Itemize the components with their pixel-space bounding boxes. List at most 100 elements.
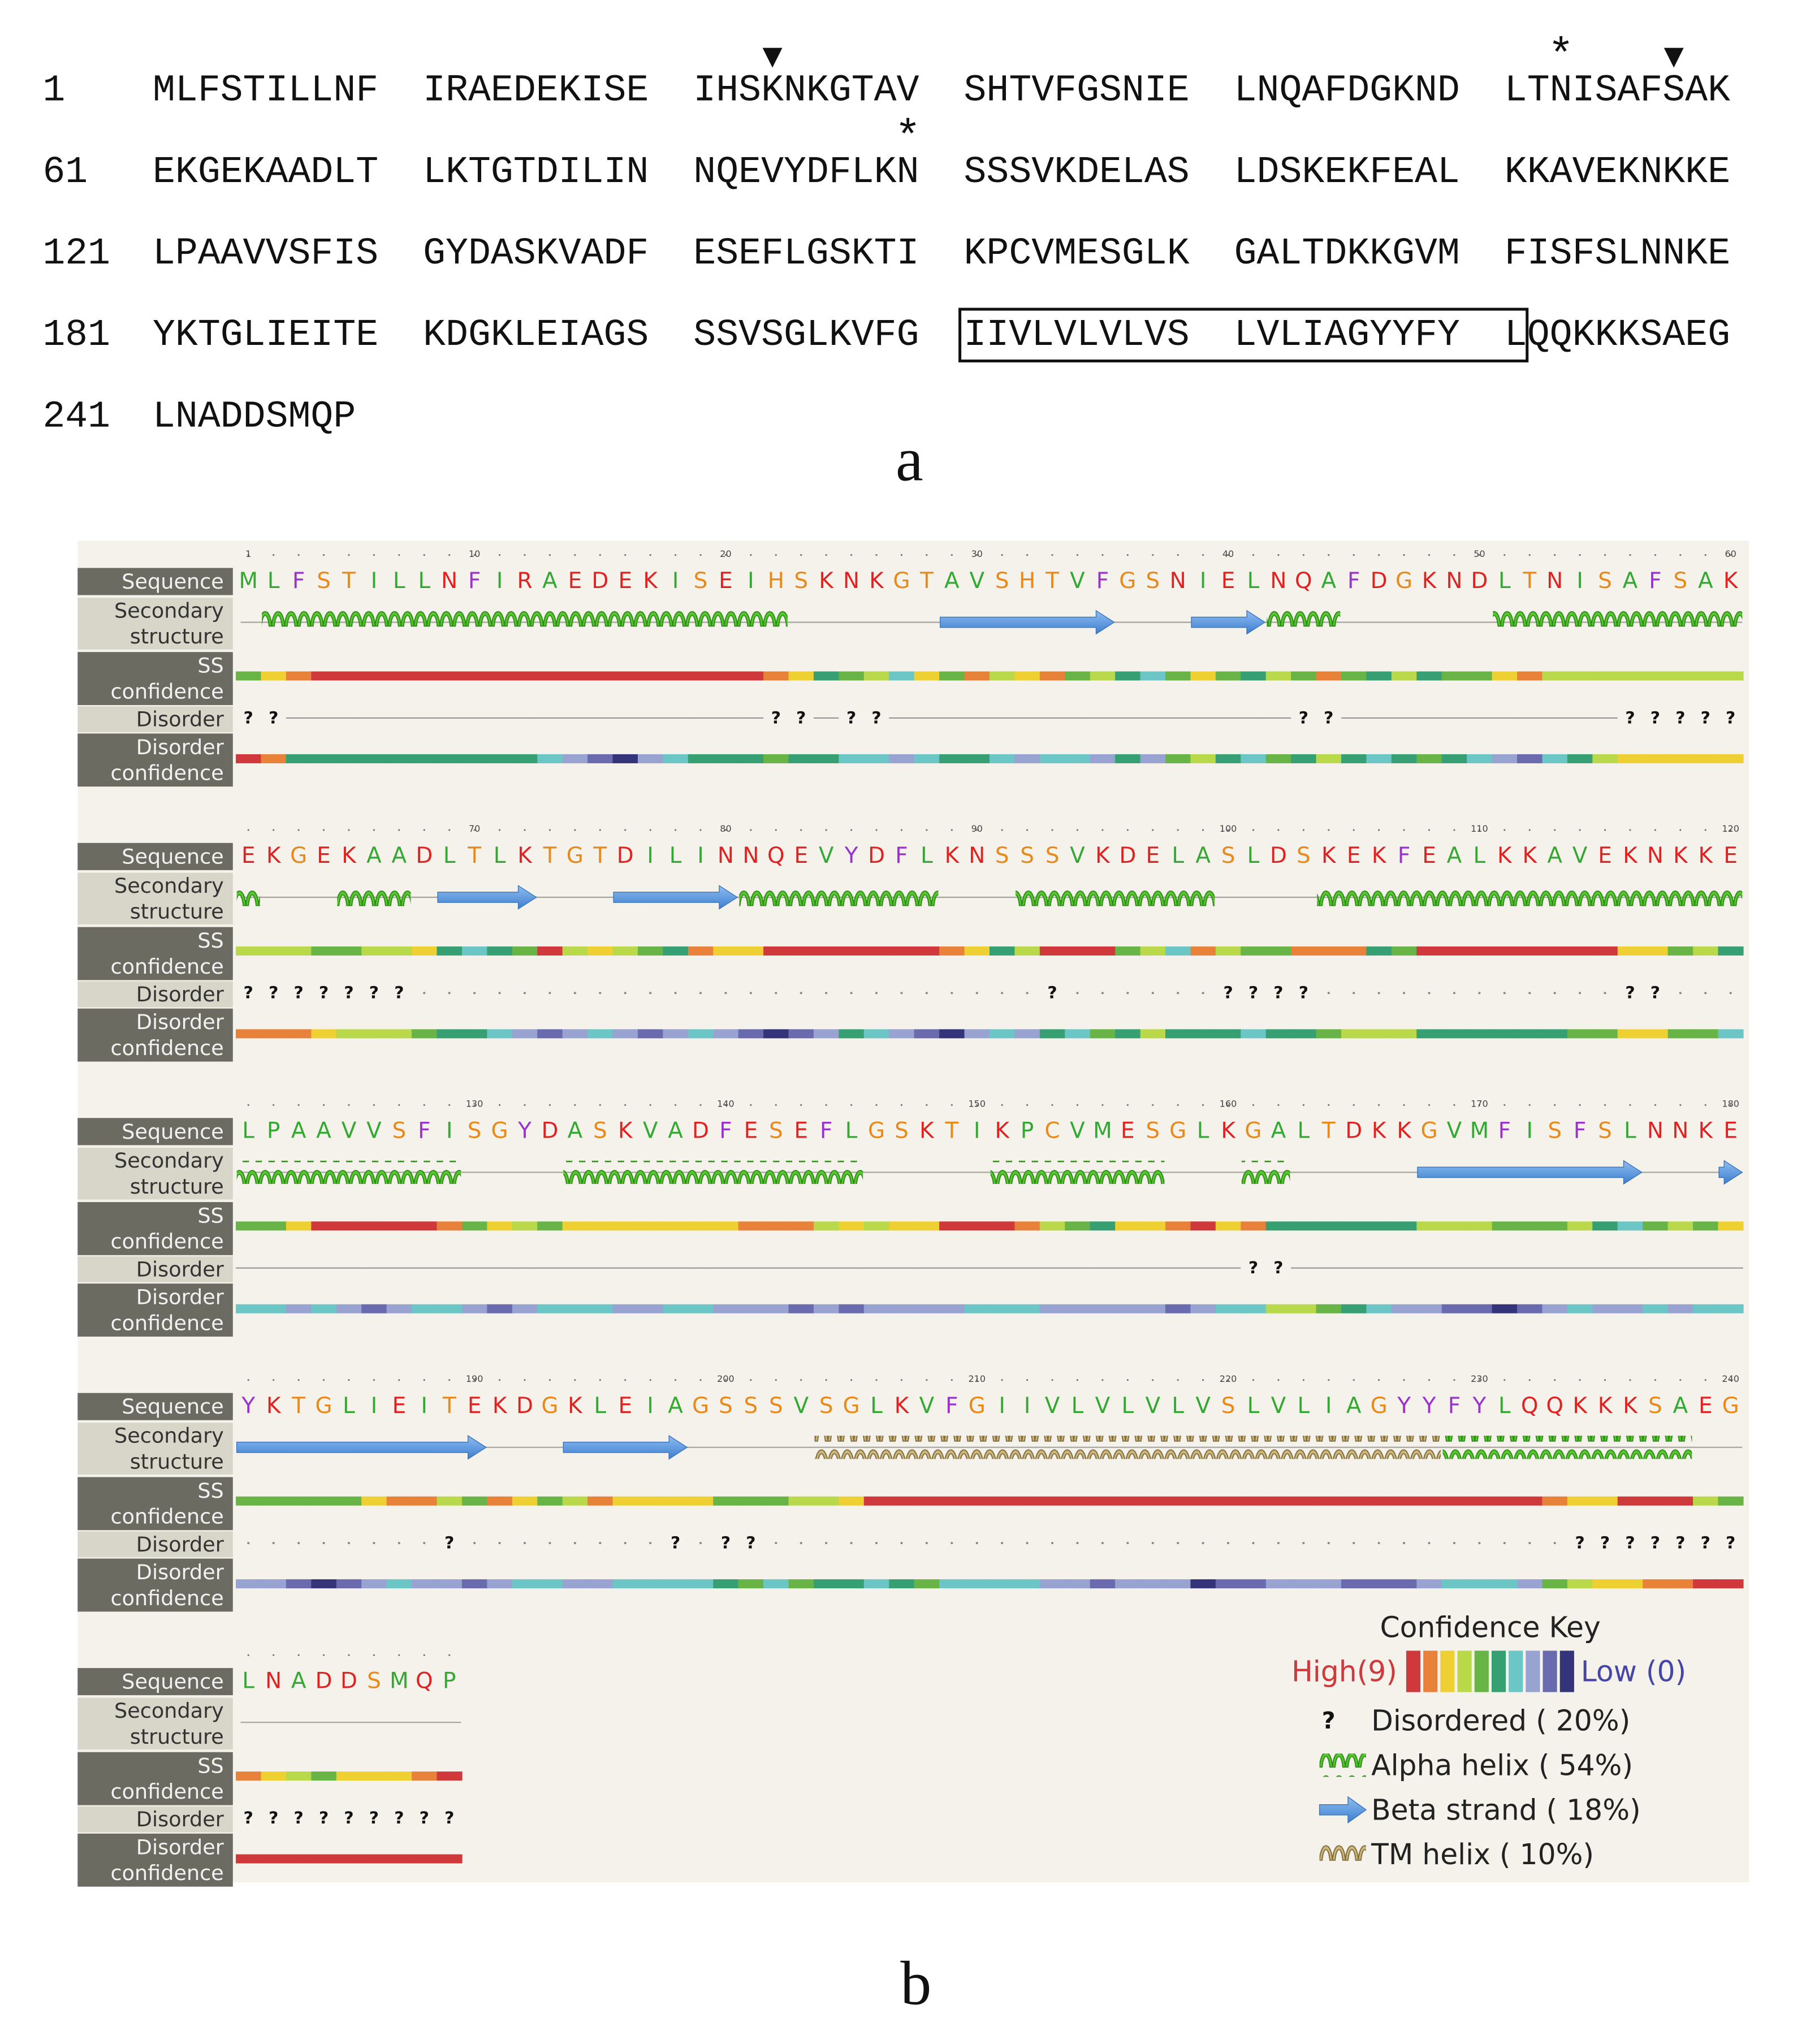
ordered-dot	[649, 1541, 652, 1545]
residue: V	[1195, 1393, 1211, 1419]
residue: T	[1522, 568, 1536, 594]
disorder-confidence-cell	[1065, 754, 1091, 763]
position-tick: 230	[1471, 1373, 1488, 1384]
ss-confidence-cell	[1693, 671, 1719, 681]
disorder-confidence-cell	[1165, 1304, 1191, 1313]
disorder-confidence-cell	[914, 1304, 940, 1313]
ordered-dot	[373, 1541, 375, 1545]
disordered-residue: ?	[1651, 708, 1660, 728]
residue: V	[366, 1118, 382, 1144]
position-dot	[423, 829, 425, 831]
disorder-confidence-cell	[939, 754, 965, 763]
disorder-confidence-cell	[461, 1579, 488, 1589]
disorder-confidence-cell	[1241, 1304, 1267, 1313]
ss-confidence-cell	[863, 671, 889, 681]
row-label: Disorder	[136, 1835, 224, 1859]
ss-confidence-cell	[1065, 1496, 1091, 1506]
position-dot	[1554, 554, 1556, 556]
position-dot	[1604, 829, 1606, 831]
residue: L	[1197, 1118, 1209, 1144]
position-dot	[976, 1379, 978, 1381]
position-dot	[473, 1379, 476, 1381]
ss-confidence-cell	[1693, 946, 1719, 956]
disordered-residue: ?	[269, 708, 278, 728]
position-dot	[448, 1104, 451, 1106]
ss-confidence-cell	[487, 946, 513, 956]
position-dot	[1101, 554, 1104, 556]
row-label: Disorder	[136, 707, 224, 732]
residue: A	[392, 843, 407, 868]
position-dot	[1403, 1379, 1405, 1381]
disorder-confidence-cell	[1567, 1304, 1593, 1313]
residue: A	[1346, 1393, 1362, 1419]
disordered-residue: ?	[1575, 1533, 1584, 1553]
residue: Q	[1521, 1393, 1539, 1419]
disordered-residue: ?	[244, 708, 253, 728]
disorder-confidence-cell	[788, 1579, 814, 1589]
position-dot	[649, 829, 651, 831]
ss-confidence-cell	[286, 1771, 312, 1781]
disorder-confidence-cell	[1441, 754, 1467, 763]
disorder-confidence-cell	[839, 1029, 865, 1039]
ss-confidence-cell	[839, 1496, 865, 1506]
ss-confidence-cell	[1492, 671, 1518, 681]
residue: S	[819, 1393, 833, 1419]
position-dot	[724, 829, 727, 831]
residue: E	[719, 568, 733, 594]
residue: S	[769, 1393, 783, 1419]
sequence-group: EKGEKAADLT	[153, 151, 378, 193]
disorder-confidence-cell	[587, 754, 613, 763]
row-label: structure	[130, 900, 224, 924]
row-start-number: 61	[43, 151, 88, 193]
ss-confidence-cell	[1492, 1221, 1518, 1231]
disorder-confidence-cell	[1467, 1579, 1493, 1589]
disorder-confidence-cell	[1693, 1029, 1719, 1039]
residue: I	[446, 1118, 452, 1144]
disordered-residue: ?	[1273, 983, 1283, 1003]
disorder-confidence-cell	[688, 1579, 714, 1589]
position-dot	[273, 829, 275, 831]
ss-confidence-cell	[412, 946, 438, 956]
residue: F	[1347, 568, 1360, 594]
sequence-group: GYDASKVADF	[423, 232, 649, 275]
residue: G	[868, 1118, 885, 1144]
position-dot	[1453, 1104, 1455, 1106]
residue: N	[1647, 1118, 1664, 1144]
residue: V	[793, 1393, 809, 1419]
alpha-helix	[1317, 885, 1743, 909]
disorder-confidence-cell	[1241, 1029, 1267, 1039]
residue: L	[1247, 1393, 1260, 1419]
ss-confidence-cell	[1090, 671, 1116, 681]
position-dot	[1328, 829, 1330, 831]
residue: K	[1723, 568, 1739, 594]
disorder-confidence-cell	[311, 1304, 337, 1313]
residue: L	[242, 1668, 254, 1693]
ss-confidence-cell	[311, 1496, 337, 1506]
ss-confidence-cell	[1467, 671, 1493, 681]
disorder-confidence-cell	[1617, 754, 1643, 763]
alpha-helix	[990, 1160, 1165, 1184]
ordered-dot	[674, 992, 677, 995]
residue: L	[242, 1118, 254, 1144]
disorder-confidence-cell	[1316, 1579, 1342, 1589]
position-dot	[524, 829, 526, 831]
ss-confidence-cell	[1416, 946, 1442, 956]
disorder-confidence-cell	[1341, 754, 1367, 763]
residue: V	[1271, 1393, 1286, 1419]
disorder-confidence-cell	[1090, 754, 1116, 763]
ordered-dot	[775, 1541, 777, 1545]
residue: E	[1422, 843, 1436, 868]
ss-confidence-cell	[412, 671, 438, 681]
position-dot	[1252, 829, 1255, 831]
ss-confidence-cell	[361, 671, 387, 681]
disorder-confidence-cell	[1190, 1304, 1216, 1313]
residue: N	[1672, 1118, 1688, 1144]
ss-confidence-cell	[964, 1221, 990, 1231]
ss-confidence-cell	[336, 1496, 362, 1506]
ss-confidence-cell	[1039, 671, 1065, 681]
disordered-residue: ?	[294, 983, 304, 1003]
disorder-confidence-cell	[1391, 1579, 1417, 1589]
position-tick: 160	[1220, 1099, 1237, 1109]
disorder-confidence-cell	[989, 1579, 1016, 1589]
ordered-dot	[1151, 992, 1154, 995]
